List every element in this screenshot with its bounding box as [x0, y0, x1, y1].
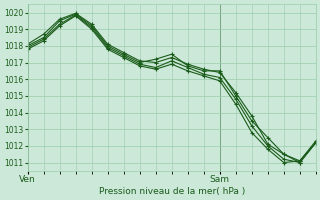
X-axis label: Pression niveau de la mer( hPa ): Pression niveau de la mer( hPa ) [99, 187, 245, 196]
